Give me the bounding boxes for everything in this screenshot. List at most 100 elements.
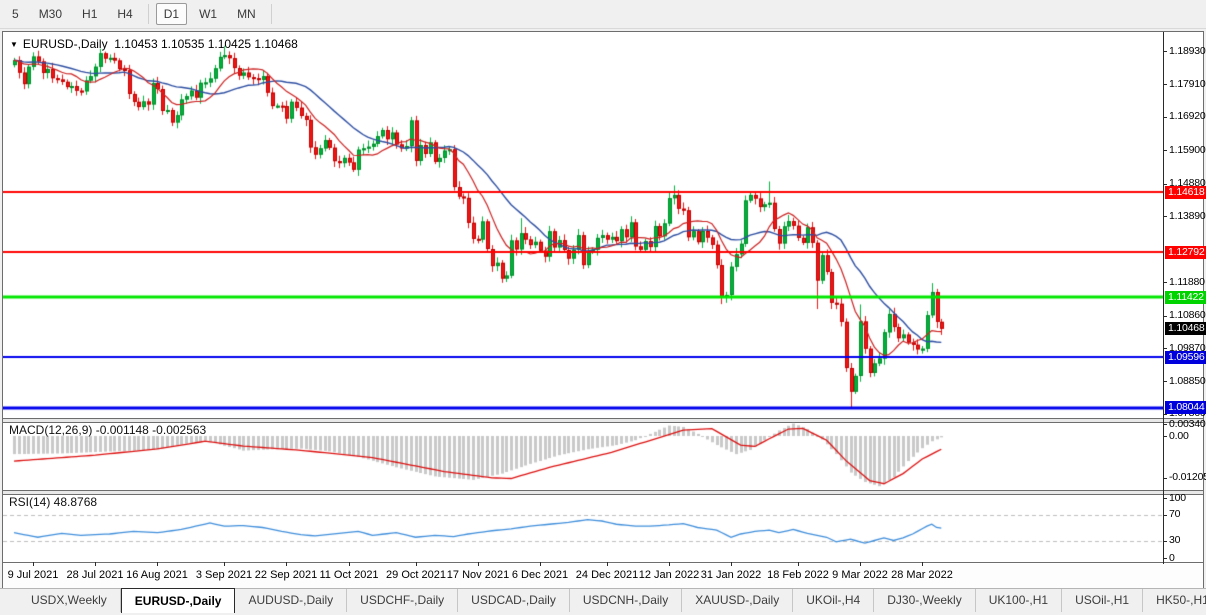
axis-tick-mark [1163, 541, 1167, 542]
timeframe-button-d1[interactable]: D1 [155, 3, 188, 25]
price-tick-label: 1.13890 [1169, 210, 1206, 222]
axis-tick-mark [1163, 478, 1167, 479]
date-label: 9 Jul 2021 [7, 569, 59, 581]
macd-indicator-label: MACD(12,26,9) -0.001148 -0.002563 [9, 423, 207, 437]
rsi-tick-label: 30 [1169, 534, 1181, 546]
chart-tab-usdchf[interactable]: USDCHF-,Daily [347, 589, 459, 612]
rsi-indicator-label: RSI(14) 48.8768 [9, 495, 98, 509]
date-tick-mark [607, 562, 608, 566]
date-label: 22 Sep 2021 [254, 569, 318, 581]
chart-tab-audusd[interactable]: AUDUSD-,Daily [235, 589, 348, 612]
level-price-badge: 1.11422 [1165, 291, 1206, 304]
timeframe-button-5[interactable]: 5 [12, 7, 19, 21]
price-tick-label: 1.11880 [1169, 276, 1205, 288]
date-label: 28 Mar 2022 [891, 569, 953, 581]
level-price-badge: 1.12792 [1165, 246, 1206, 259]
price-axis-line [1163, 32, 1164, 564]
timeframe-button-h1[interactable]: H1 [82, 7, 98, 21]
timeframe-toolbar: 5 M30 H1 H4 D1 W1 MN [0, 0, 1206, 29]
timeframe-button-m30[interactable]: M30 [38, 7, 63, 21]
axis-tick-mark [1163, 381, 1167, 382]
main-chart-canvas[interactable] [3, 32, 1163, 418]
date-label: 29 Oct 2021 [386, 569, 446, 581]
date-tick-mark [669, 562, 670, 566]
date-tick-mark [157, 562, 158, 566]
date-label: 17 Nov 2021 [446, 569, 510, 581]
timeframe-button-mn[interactable]: MN [237, 7, 256, 21]
axis-tick-mark [1163, 51, 1167, 52]
chart-tab-dj30[interactable]: DJ30-,Weekly [874, 589, 976, 612]
price-tick-label: 1.10860 [1169, 309, 1206, 321]
date-tick-mark [860, 562, 861, 566]
date-tick-mark [798, 562, 799, 566]
timeframe-button-h4[interactable]: H4 [117, 7, 133, 21]
chart-ohlc-values: 1.10453 1.10535 1.10425 1.10468 [114, 37, 298, 51]
date-tick-mark [33, 562, 34, 566]
rsi-tick-label: 100 [1169, 492, 1186, 504]
price-tick-label: 1.17910 [1169, 78, 1206, 90]
price-tick-label: 1.16920 [1169, 110, 1206, 122]
axis-tick-mark [1163, 348, 1167, 349]
date-tick-mark [95, 562, 96, 566]
chart-tab-usdcad[interactable]: USDCAD-,Daily [458, 589, 570, 612]
chart-tab-usoil[interactable]: USOil-,H1 [1062, 589, 1144, 612]
price-tick-label: 1.18930 [1169, 45, 1206, 57]
macd-canvas[interactable] [3, 421, 1163, 490]
date-tick-mark [224, 562, 225, 566]
rsi-tick-label: 0 [1169, 552, 1175, 564]
axis-tick-mark [1163, 117, 1167, 118]
date-label: 16 Aug 2021 [126, 569, 188, 581]
level-price-badge: 1.09596 [1165, 351, 1206, 364]
axis-tick-mark [1163, 216, 1167, 217]
date-label: 24 Dec 2021 [575, 569, 639, 581]
date-tick-mark [540, 562, 541, 566]
axis-tick-mark [1163, 558, 1167, 559]
chart-tab-usdx[interactable]: USDX,Weekly [18, 589, 121, 612]
date-label: 9 Mar 2022 [832, 569, 888, 581]
timeframe-button-w1[interactable]: W1 [199, 7, 218, 21]
chart-tab-bar: USDX,Weekly EURUSD-,Daily AUDUSD-,Daily USD… [0, 588, 1206, 615]
chart-tab-ukoil[interactable]: UKOil-,H4 [793, 589, 875, 612]
axis-tick-mark [1163, 515, 1167, 516]
rsi-tick-label: 70 [1169, 508, 1181, 520]
date-tick-mark [731, 562, 732, 566]
date-label: 6 Dec 2021 [511, 569, 569, 581]
chart-tab-eurusd[interactable]: EURUSD-,Daily [120, 588, 236, 613]
macd-tick-label: 0.00 [1169, 430, 1189, 442]
axis-tick-mark [1163, 498, 1167, 499]
axis-tick-mark [1163, 184, 1167, 185]
chart-tab-usdcnh[interactable]: USDCNH-,Daily [570, 589, 683, 612]
price-tick-label: 1.08850 [1169, 375, 1206, 387]
axis-tick-mark [1163, 150, 1167, 151]
axis-tick-mark [1163, 436, 1167, 437]
chart-tab-hk50[interactable]: HK50-,H1 [1143, 589, 1206, 612]
chart-tab-xauusd[interactable]: XAUUSD-,Daily [682, 589, 794, 612]
date-label: 18 Feb 2022 [767, 569, 829, 581]
date-label: 31 Jan 2022 [700, 569, 762, 581]
date-tick-mark [349, 562, 350, 566]
date-tick-mark [478, 562, 479, 566]
date-label: 28 Jul 2021 [66, 569, 124, 581]
date-label: 11 Oct 2021 [319, 569, 379, 581]
rsi-canvas[interactable] [3, 493, 1163, 562]
date-tick-mark [416, 562, 417, 566]
axis-tick-mark [1163, 424, 1167, 425]
axis-tick-mark [1163, 414, 1167, 415]
level-price-badge: 1.08044 [1165, 401, 1206, 414]
macd-tick-label: -0.01205 [1169, 471, 1206, 483]
toolbar-separator [147, 4, 149, 24]
chart-window: ▼ EURUSD-,Daily 1.10453 1.10535 1.10425 1… [2, 31, 1206, 590]
date-label: 12 Jan 2022 [638, 569, 700, 581]
date-axis[interactable]: 9 Jul 2021 28 Jul 2021 16 Aug 2021 3 Sep 20… [3, 562, 1203, 589]
chart-tab-uk100[interactable]: UK100-,H1 [976, 589, 1063, 612]
chart-symbol-label: EURUSD-,Daily [22, 37, 108, 51]
chart-bottom-frame [3, 562, 1203, 563]
level-price-badge: 1.14618 [1165, 186, 1206, 199]
date-tick-mark [922, 562, 923, 566]
chart-dropdown-icon[interactable]: ▼ [10, 40, 18, 49]
price-tick-label: 1.15900 [1169, 144, 1206, 156]
date-tick-mark [286, 562, 287, 566]
axis-tick-mark [1163, 84, 1167, 85]
axis-tick-mark [1163, 316, 1167, 317]
